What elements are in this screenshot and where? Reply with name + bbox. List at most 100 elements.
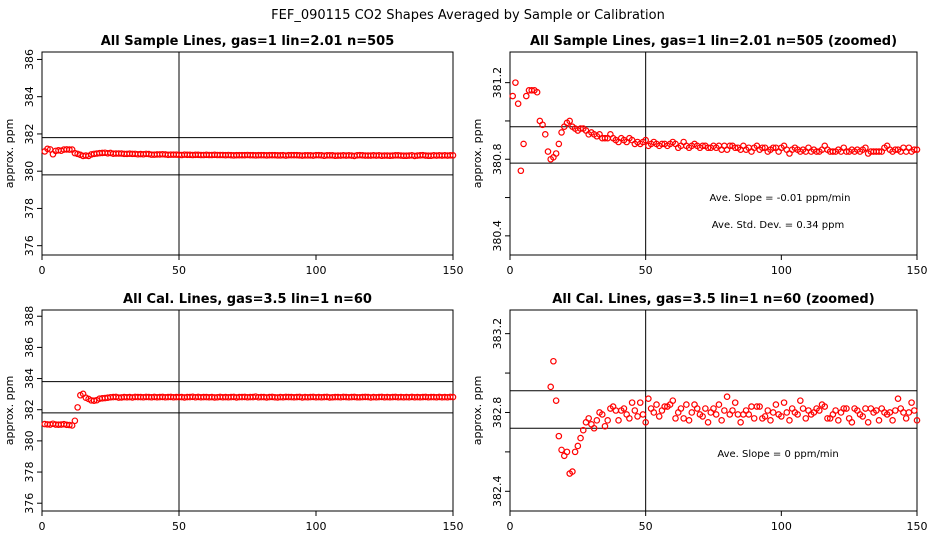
data-point — [528, 87, 536, 94]
data-point — [449, 152, 457, 159]
data-point — [862, 405, 869, 412]
data-point — [843, 405, 850, 412]
x-tick-label: 100 — [771, 264, 792, 277]
panel-title: All Sample Lines, gas=1 lin=2.01 n=505 (… — [530, 34, 897, 49]
x-tick-label: 150 — [907, 264, 928, 277]
data-point — [723, 393, 731, 401]
data-point — [726, 142, 734, 150]
data-point — [552, 397, 560, 404]
chart-panel-3: All Cal. Lines, gas=3.5 lin=1 n=60 0 50 100… — [3, 292, 464, 533]
data-point — [910, 407, 918, 414]
data-point — [579, 426, 587, 434]
data-point — [905, 409, 913, 416]
data-point — [590, 424, 598, 432]
y-axis-label: approx. ppm — [471, 376, 484, 446]
data-point — [767, 417, 774, 424]
data-point — [669, 397, 677, 404]
data-point — [544, 148, 552, 155]
y-tick-label: 380.4 — [491, 220, 504, 252]
data-point — [821, 403, 829, 410]
data-point — [661, 403, 668, 410]
data-point — [894, 395, 902, 402]
data-point — [90, 397, 98, 404]
data-point — [699, 142, 706, 150]
data-point — [750, 415, 758, 422]
data-point — [601, 422, 609, 430]
panel-title: All Cal. Lines, gas=3.5 lin=1 n=60 (zoom… — [552, 292, 874, 307]
data-point — [577, 125, 584, 132]
data-point — [748, 403, 755, 410]
plot-frame — [41, 309, 454, 512]
data-point — [685, 417, 693, 424]
data-point — [520, 140, 527, 148]
data-point — [547, 383, 555, 391]
data-point — [731, 144, 739, 152]
data-point — [634, 413, 641, 420]
y-tick-label: 380 — [23, 161, 36, 182]
annotation: Ave. Std. Dev. = 0.34 ppm — [712, 220, 844, 231]
y-tick-label: 383.2 — [491, 318, 504, 350]
chart-panel-1: All Sample Lines, gas=1 lin=2.01 n=505 0 5… — [3, 34, 464, 277]
data-point — [910, 146, 918, 153]
x-tick-label: 0 — [507, 264, 514, 277]
data-point — [772, 401, 780, 408]
data-point — [783, 409, 791, 416]
data-point — [446, 152, 454, 159]
data-point — [731, 399, 739, 406]
y-tick-label: 381.2 — [491, 67, 504, 99]
data-point — [522, 92, 530, 100]
data-point — [639, 411, 647, 418]
data-point — [859, 413, 867, 420]
x-tick-label: 100 — [306, 520, 327, 533]
data-point — [563, 448, 571, 456]
data-point — [886, 409, 894, 416]
annotation: Ave. Slope = 0 ppm/min — [717, 449, 838, 460]
data-point — [913, 417, 921, 424]
data-point — [802, 415, 810, 422]
series-points — [509, 79, 921, 175]
data-point — [832, 407, 839, 414]
data-point — [729, 407, 736, 414]
x-tick-label: 0 — [39, 264, 46, 277]
data-point — [574, 442, 582, 450]
data-point — [577, 434, 584, 442]
data-point — [862, 144, 869, 152]
data-point — [74, 404, 81, 411]
data-point — [615, 417, 622, 424]
x-tick-label: 0 — [507, 520, 514, 533]
x-tick-label: 150 — [443, 520, 464, 533]
data-point — [650, 409, 658, 416]
data-point — [44, 145, 51, 153]
data-point — [628, 399, 636, 406]
data-point — [533, 88, 541, 96]
data-point — [824, 415, 831, 422]
y-tick-label: 384 — [23, 86, 36, 107]
data-point — [693, 405, 701, 412]
data-point — [642, 136, 649, 144]
data-point — [840, 405, 848, 412]
x-tick-label: 150 — [443, 264, 464, 277]
data-point — [756, 403, 763, 410]
y-tick-label: 376 — [23, 493, 36, 514]
data-point — [653, 401, 660, 408]
data-point — [66, 421, 73, 429]
data-point — [759, 144, 766, 152]
data-point — [799, 405, 807, 412]
y-tick-label: 380 — [23, 430, 36, 451]
data-point — [517, 167, 525, 175]
data-point — [829, 148, 837, 155]
data-point — [550, 357, 557, 365]
data-point — [875, 148, 883, 155]
data-point — [769, 409, 777, 416]
data-point — [864, 419, 872, 426]
data-point — [764, 407, 772, 414]
data-point — [794, 411, 801, 418]
data-point — [769, 144, 777, 152]
data-point — [843, 148, 850, 155]
y-tick-label: 378 — [23, 198, 36, 219]
data-point — [598, 411, 606, 418]
data-point — [658, 140, 666, 148]
data-point — [778, 413, 785, 420]
data-point — [848, 419, 856, 426]
